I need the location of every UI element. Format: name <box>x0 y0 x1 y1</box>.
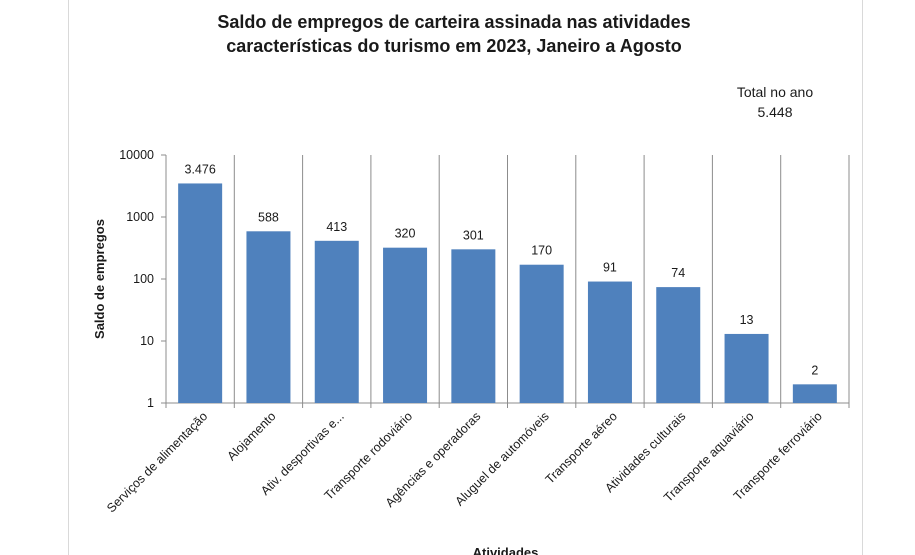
total-value: 5.448 <box>757 104 793 120</box>
y-tick-label: 1 <box>147 396 154 410</box>
chart-title: Saldo de empregos de carteira assinada n… <box>100 10 808 58</box>
x-axis-title: Atividades <box>473 545 539 555</box>
total-annotation: Total no ano 5.448 <box>715 82 835 122</box>
category-label: Transporte aéreo <box>543 409 620 486</box>
y-axis-title: Saldo de empregos <box>92 219 107 339</box>
data-label: 413 <box>326 220 347 234</box>
category-label: Serviços de alimentação <box>104 409 210 515</box>
bar <box>178 183 223 403</box>
total-label: Total no ano <box>736 84 814 100</box>
data-label: 3.476 <box>185 162 216 176</box>
frame-right-border <box>862 0 863 555</box>
y-tick-label: 100 <box>133 272 154 286</box>
bar <box>383 247 428 403</box>
bar <box>519 264 564 403</box>
bar <box>724 333 769 403</box>
data-label: 301 <box>463 228 484 242</box>
category-label: Alojamento <box>224 409 278 463</box>
bar <box>656 287 701 403</box>
frame-left-border <box>68 0 69 555</box>
bar <box>451 249 496 403</box>
y-tick-label: 1000 <box>126 210 154 224</box>
bar <box>792 384 837 403</box>
data-label: 74 <box>671 266 685 280</box>
bar <box>246 231 291 403</box>
data-label: 320 <box>395 227 416 241</box>
data-label: 13 <box>740 313 754 327</box>
y-tick-label: 10 <box>140 334 154 348</box>
chart-title-line-2: características do turismo em 2023, Jane… <box>226 36 682 56</box>
chart-title-line-1: Saldo de empregos de carteira assinada n… <box>217 12 691 32</box>
data-label: 588 <box>258 210 279 224</box>
bar <box>314 240 359 403</box>
bar <box>587 281 632 403</box>
y-tick-label: 10000 <box>119 148 154 162</box>
data-label: 170 <box>531 244 552 258</box>
data-label: 2 <box>811 363 818 377</box>
data-label: 91 <box>603 261 617 275</box>
